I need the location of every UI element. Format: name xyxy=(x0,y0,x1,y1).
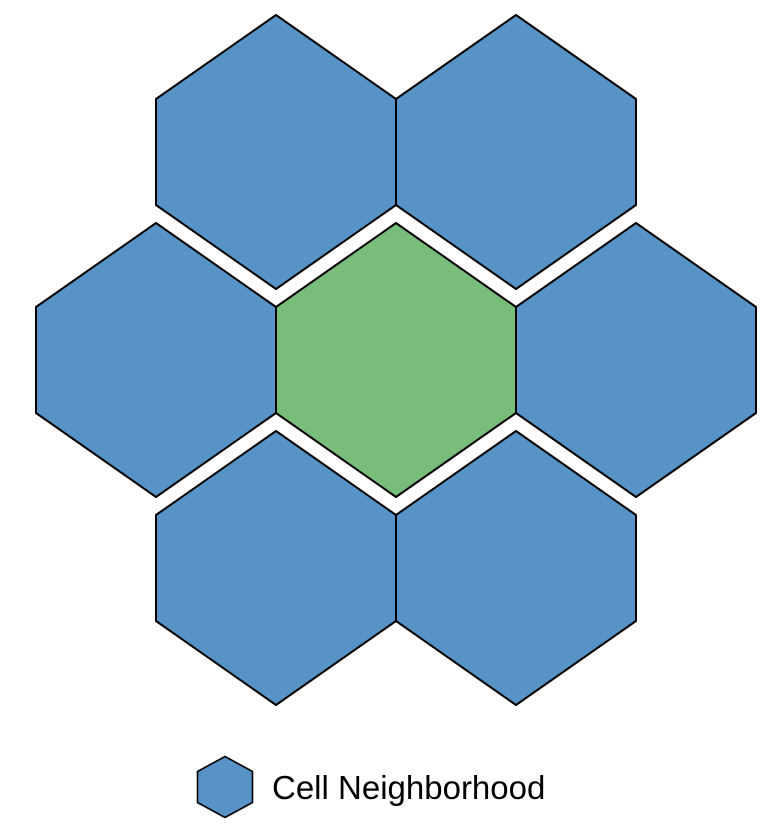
legend-label: Cell Neighborhood xyxy=(272,768,546,806)
legend: Cell Neighborhood xyxy=(196,755,545,819)
legend-hexagon-icon xyxy=(196,755,254,819)
neighbor-cell-top-right xyxy=(395,14,637,290)
neighbor-cell-bottom-right xyxy=(395,430,637,706)
center-cell xyxy=(275,222,517,498)
